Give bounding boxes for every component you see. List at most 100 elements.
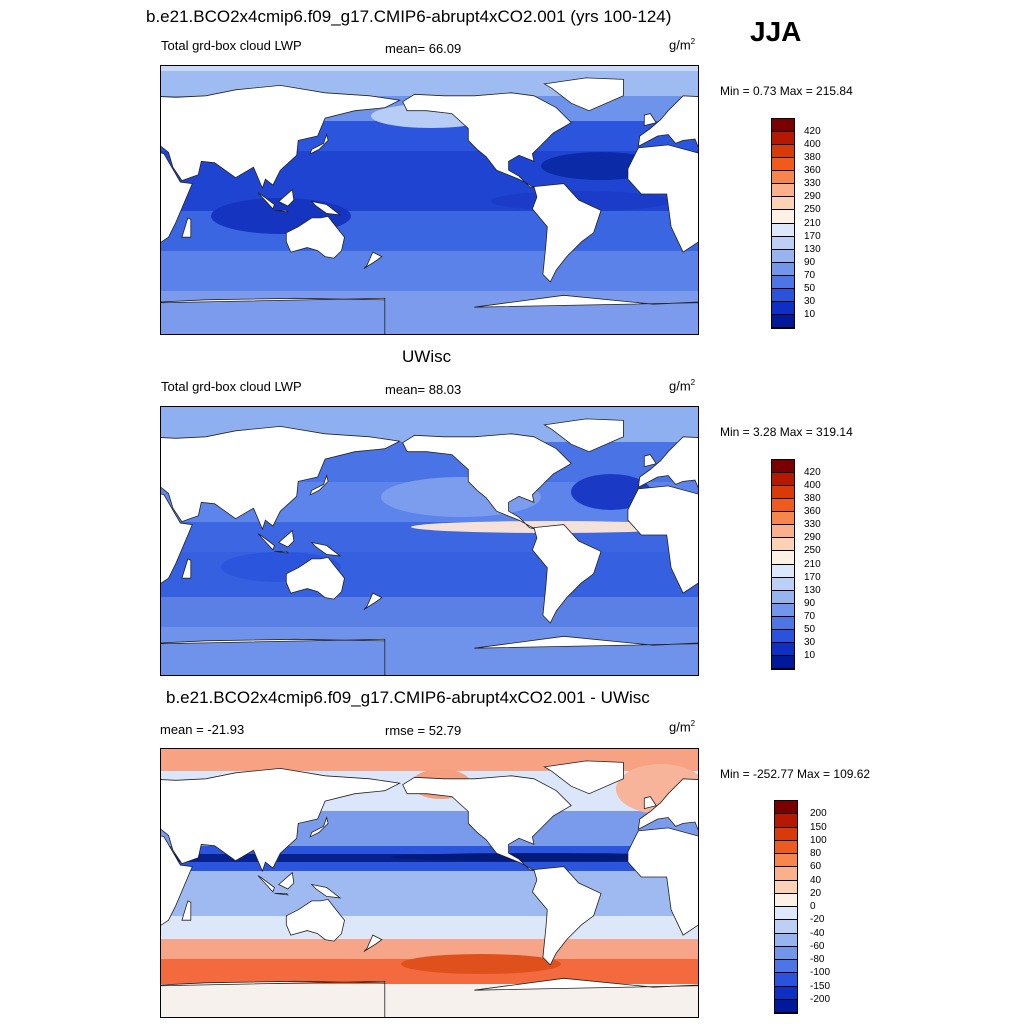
field-patch xyxy=(401,954,561,974)
colorbar-box xyxy=(772,236,794,250)
panel3-colorbar: 200 150 100 80 60 40 20 0 -20 -40 -60 -80 -100 -150 -2… xyxy=(774,800,830,1014)
colorbar-label: -20 xyxy=(810,914,825,926)
colorbar-box xyxy=(772,275,794,289)
land-outline xyxy=(531,524,602,624)
colorbar-box xyxy=(772,590,794,604)
land-outline xyxy=(309,133,329,155)
land-outline xyxy=(543,760,624,795)
colorbar-box xyxy=(775,801,797,815)
colorbar-label: 420 xyxy=(804,126,821,138)
colorbar-label: -60 xyxy=(810,940,825,952)
land-outline xyxy=(363,592,383,610)
field-band xyxy=(161,66,698,71)
colorbar-box xyxy=(775,880,797,894)
land-outline xyxy=(278,871,295,890)
colorbar-label: 330 xyxy=(804,178,821,190)
land-outline xyxy=(643,454,657,468)
field-band xyxy=(161,871,698,916)
land-outline xyxy=(309,816,329,838)
panel1-map-svg xyxy=(161,66,698,334)
panel1-title: b.e21.BCO2x4cmip6.f09_g17.CMIP6-abrupt4x… xyxy=(146,7,672,26)
colorbar-label: 40 xyxy=(810,874,822,886)
colorbar-label: 400 xyxy=(804,139,821,151)
land-outline xyxy=(309,474,329,496)
colorbar-box xyxy=(772,655,794,669)
colorbar-box xyxy=(772,223,794,237)
colorbar-label: 400 xyxy=(804,480,821,492)
land-outline xyxy=(637,778,698,831)
colorbar-box xyxy=(775,973,797,987)
land-outline xyxy=(310,541,342,557)
land-outline xyxy=(310,200,342,216)
colorbar-label: -40 xyxy=(810,927,825,939)
colorbar-label: 60 xyxy=(810,861,822,873)
land-outline xyxy=(257,533,275,551)
colorbar-box xyxy=(775,999,797,1013)
colorbar-label: 100 xyxy=(810,834,827,846)
colorbar-box xyxy=(772,132,794,146)
colorbar-box xyxy=(775,907,797,921)
panel2-title: UWisc xyxy=(402,347,452,366)
panel3-map-svg xyxy=(161,749,698,1017)
land-outline xyxy=(637,436,698,489)
panel1-variable-label: Total grd-box cloud LWP xyxy=(161,38,302,53)
colorbar-label: 130 xyxy=(804,243,821,255)
colorbar-label: 210 xyxy=(804,558,821,570)
land-outline xyxy=(474,294,698,308)
colorbar-label: 250 xyxy=(804,545,821,557)
land-outline xyxy=(402,92,572,189)
land-outline xyxy=(161,638,386,675)
colorbar-box xyxy=(775,986,797,1000)
land-outline xyxy=(402,433,572,530)
field-patch xyxy=(571,474,651,510)
field-band xyxy=(161,984,698,1017)
colorbar-box xyxy=(772,525,794,539)
colorbar-label: 330 xyxy=(804,519,821,531)
land-outline xyxy=(643,796,657,810)
land-outline xyxy=(161,835,193,926)
land-outline xyxy=(274,209,289,213)
panel1-unit: g/m2 xyxy=(669,37,696,53)
panel1-mean-label: mean= 66.09 xyxy=(385,41,462,56)
colorbar-label: 380 xyxy=(804,152,821,164)
colorbar-box xyxy=(772,551,794,565)
panel2-variable-label: Total grd-box cloud LWP xyxy=(161,379,302,394)
land-outline xyxy=(161,297,386,334)
panel2-map xyxy=(160,406,699,676)
colorbar-label: 360 xyxy=(804,165,821,177)
colorbar-label: 90 xyxy=(804,597,816,609)
land-outline xyxy=(363,934,383,952)
colorbar-label: 50 xyxy=(804,623,816,635)
colorbar-label: 30 xyxy=(804,295,816,307)
colorbar-label: 380 xyxy=(804,493,821,505)
land-outline xyxy=(257,192,275,210)
land-outline xyxy=(161,493,193,584)
land-outline xyxy=(627,485,698,594)
colorbar-label: 290 xyxy=(804,532,821,544)
colorbar-box xyxy=(772,512,794,526)
land-outline xyxy=(474,977,698,991)
colorbar-label: -150 xyxy=(810,980,831,992)
land-outline xyxy=(278,529,295,548)
colorbar-box xyxy=(775,814,797,828)
land-outline xyxy=(543,77,624,112)
field-band xyxy=(161,597,698,627)
colorbar-label: 70 xyxy=(804,269,816,281)
panel2-mean-label: mean= 88.03 xyxy=(385,382,462,397)
land-outline xyxy=(278,188,295,207)
colorbar-label: -200 xyxy=(810,993,831,1005)
colorbar-box xyxy=(772,288,794,302)
colorbar-box xyxy=(772,158,794,172)
colorbar-label: 150 xyxy=(810,821,827,833)
colorbar-box xyxy=(775,867,797,881)
land-outline xyxy=(181,217,192,238)
colorbar-box xyxy=(772,642,794,656)
colorbar-box xyxy=(772,577,794,591)
land-outline xyxy=(161,152,193,243)
colorbar-box xyxy=(775,960,797,974)
colorbar-label: 20 xyxy=(810,887,822,899)
land-outline xyxy=(402,775,572,872)
land-outline xyxy=(161,767,402,873)
land-outline xyxy=(161,84,402,190)
colorbar-label: 30 xyxy=(804,636,816,648)
